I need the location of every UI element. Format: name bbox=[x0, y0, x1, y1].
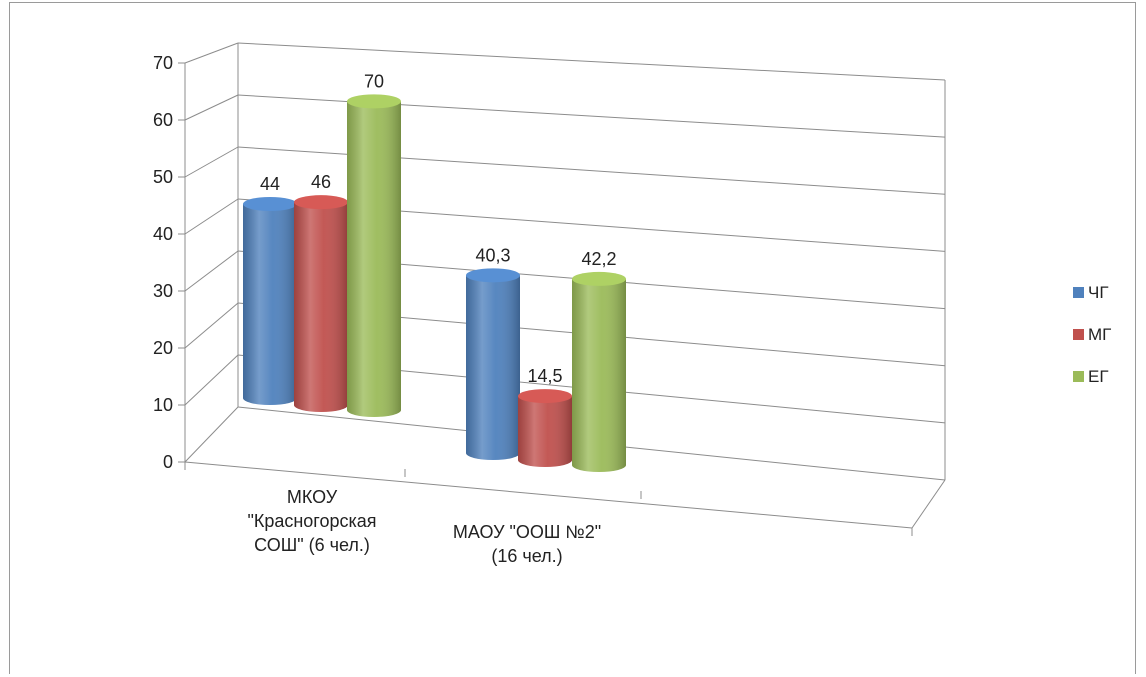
category-label-line: МКОУ bbox=[286, 487, 338, 507]
chart-frame bbox=[9, 2, 1136, 674]
bar-top bbox=[243, 197, 297, 211]
data-label: 40,3 bbox=[475, 245, 510, 265]
legend-swatch-eg bbox=[1073, 371, 1084, 382]
back-gridline bbox=[237, 42, 946, 81]
y-tick-label: 20 bbox=[153, 338, 173, 358]
bar-shading bbox=[347, 101, 401, 417]
bar-top bbox=[294, 195, 348, 210]
data-label: 44 bbox=[260, 174, 280, 194]
chart-bars bbox=[243, 94, 626, 472]
side-gridline bbox=[184, 354, 239, 406]
back-gridline bbox=[237, 146, 946, 195]
bar-shading bbox=[243, 204, 297, 405]
data-label: 42,2 bbox=[581, 249, 616, 269]
bar-shading bbox=[572, 278, 626, 472]
bar-ЧГ-0 bbox=[243, 197, 297, 405]
bar-top bbox=[466, 268, 520, 283]
bar-top bbox=[518, 389, 572, 404]
category-label: МАОУ "ООШ №2" (16 чел.) bbox=[432, 520, 622, 568]
category-label-line: (16 чел.) bbox=[491, 546, 563, 566]
side-gridline bbox=[184, 198, 239, 235]
bar-shading bbox=[518, 396, 572, 467]
data-label: 70 bbox=[364, 71, 384, 91]
legend-item-chg: ЧГ bbox=[1073, 283, 1109, 303]
bar-top bbox=[347, 94, 401, 109]
y-tick-label: 0 bbox=[163, 452, 173, 472]
bar-shading bbox=[466, 275, 520, 460]
bar-МГ-1 bbox=[518, 389, 572, 467]
side-gridline bbox=[184, 302, 239, 349]
category-label-line: "Красногорская bbox=[247, 511, 377, 531]
legend-swatch-chg bbox=[1073, 287, 1084, 298]
y-tick-label: 60 bbox=[153, 110, 173, 130]
chart-axes: 0 10 20 30 40 50 60 70 bbox=[153, 43, 946, 536]
y-tick-label: 30 bbox=[153, 281, 173, 301]
side-gridline bbox=[184, 250, 239, 292]
bar-ЕГ-1 bbox=[572, 271, 626, 472]
x-axis-line bbox=[184, 461, 913, 529]
legend-label-mg: МГ bbox=[1088, 325, 1112, 344]
y-tick-label: 50 bbox=[153, 167, 173, 187]
side-gridline bbox=[184, 42, 239, 64]
data-label: 14,5 bbox=[527, 366, 562, 386]
y-tick-label: 70 bbox=[153, 53, 173, 73]
bar-ЕГ-0 bbox=[347, 94, 401, 417]
bar-top bbox=[572, 271, 626, 286]
category-label-line: МАОУ "ООШ №2" bbox=[452, 522, 602, 542]
legend-item-eg: ЕГ bbox=[1073, 367, 1109, 387]
side-gridline bbox=[184, 146, 239, 178]
side-gridline bbox=[184, 94, 239, 121]
category-label-line: СОШ" (6 чел.) bbox=[254, 535, 370, 555]
legend-label-chg: ЧГ bbox=[1088, 283, 1109, 302]
back-gridline bbox=[237, 94, 946, 138]
bar-ЧГ-1 bbox=[466, 268, 520, 460]
category-label: МКОУ "Красногорская СОШ" (6 чел.) bbox=[217, 485, 407, 557]
legend-label-eg: ЕГ bbox=[1088, 367, 1109, 386]
side-gridline bbox=[184, 406, 239, 463]
chart-labels: 44 40,3 46 14,5 70 42,2 bbox=[260, 71, 617, 386]
bar-МГ-0 bbox=[294, 195, 348, 412]
floor-right-edge bbox=[911, 479, 946, 529]
legend-swatch-mg bbox=[1073, 329, 1084, 340]
legend-item-mg: МГ bbox=[1073, 325, 1111, 345]
data-label: 46 bbox=[311, 172, 331, 192]
y-tick-label: 10 bbox=[153, 395, 173, 415]
y-tick-label: 40 bbox=[153, 224, 173, 244]
bar-shading bbox=[294, 202, 348, 412]
